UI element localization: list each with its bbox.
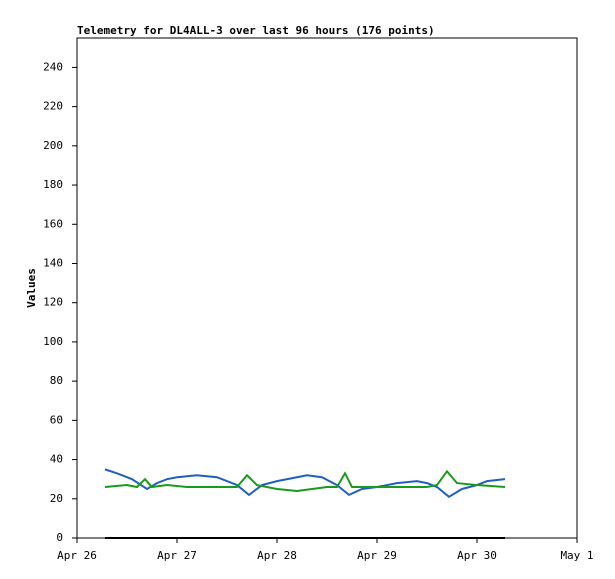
x-tick-label: Apr 26 — [57, 549, 97, 562]
chart-title: Telemetry for DL4ALL-3 over last 96 hour… — [77, 24, 435, 37]
plot-frame — [76, 37, 578, 539]
y-tick-label: 140 — [43, 256, 63, 269]
y-tick-label: 20 — [50, 492, 63, 505]
y-tick-label: 240 — [43, 60, 63, 73]
x-tick-label: Apr 30 — [457, 549, 497, 562]
y-tick-label: 180 — [43, 178, 63, 191]
series-line — [104, 469, 506, 492]
x-tick-label: Apr 28 — [257, 549, 297, 562]
y-tick-label: 160 — [43, 217, 63, 230]
y-tick-label: 200 — [43, 139, 63, 152]
x-tick-label: May 1 — [560, 549, 593, 562]
y-tick-label: 60 — [50, 413, 63, 426]
y-tick-label: 100 — [43, 335, 63, 348]
y-tick-label: 220 — [43, 100, 63, 113]
y-axis-label: Values — [25, 268, 38, 308]
x-tick-label: Apr 27 — [157, 549, 197, 562]
y-tick-label: 0 — [56, 531, 63, 544]
y-tick-label: 120 — [43, 296, 63, 309]
series-line — [104, 468, 506, 499]
y-tick-label: 80 — [50, 374, 63, 387]
x-tick-label: Apr 29 — [357, 549, 397, 562]
y-tick-label: 40 — [50, 453, 63, 466]
